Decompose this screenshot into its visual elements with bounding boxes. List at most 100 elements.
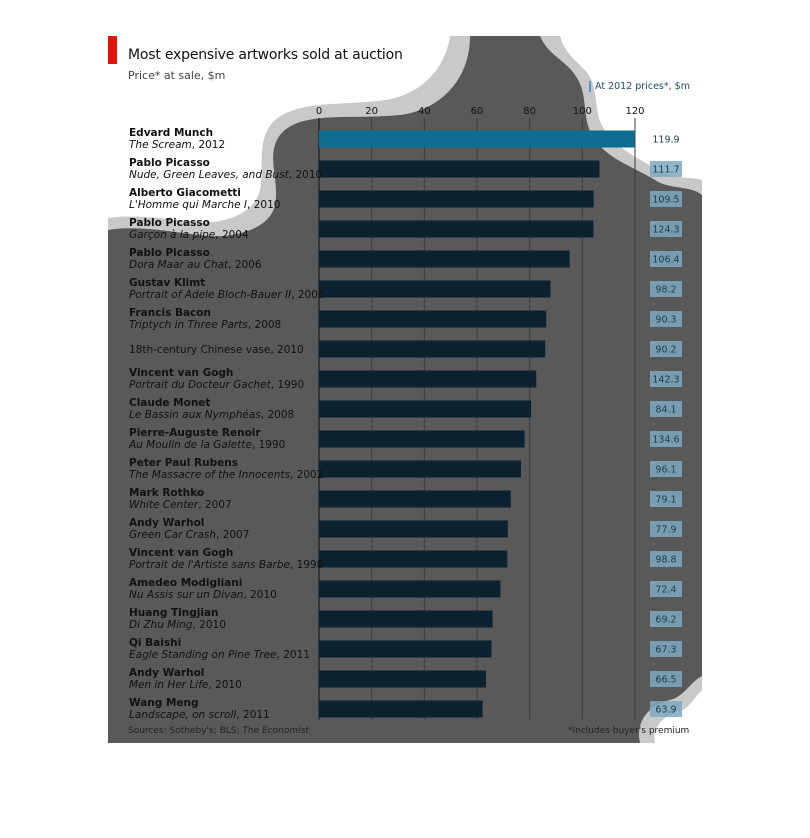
footnote: *Includes buyer's premium xyxy=(568,726,690,736)
artwork-label: Nu Assis sur un Divan, 2010 xyxy=(129,589,277,601)
artwork-title: Dora Maar au Chat xyxy=(129,259,229,271)
artwork-label: Garçon à la pipe, 2004 xyxy=(129,229,249,241)
artwork-title: 18th-century Chinese vase xyxy=(129,344,270,356)
artwork-label: Au Moulin de la Galette, 1990 xyxy=(128,439,285,451)
adjusted-box-13 xyxy=(650,491,682,507)
adjusted-value-label: 79.1 xyxy=(655,495,676,506)
adjusted-box-16 xyxy=(650,581,682,597)
artwork-label: 18th-century Chinese vase, 2010 xyxy=(129,344,304,356)
artist-name: Francis Bacon xyxy=(129,307,211,319)
artwork-year: 1990 xyxy=(277,379,304,391)
artwork-comma: , xyxy=(247,199,254,211)
artist-name: Andy Warhol xyxy=(129,517,204,529)
adjusted-value-label: 90.2 xyxy=(655,345,676,356)
bar-14 xyxy=(319,520,508,538)
adjusted-box-2 xyxy=(650,161,682,177)
bar-10 xyxy=(319,400,531,418)
artist-name: Huang Tingjian xyxy=(129,607,219,619)
artist-name: Peter Paul Rubens xyxy=(129,457,238,469)
artwork-title: L'Homme qui Marche I xyxy=(129,199,247,211)
artwork-title: Landscape, on scroll xyxy=(129,709,236,721)
artist-name: Pablo Picasso xyxy=(129,247,210,259)
artwork-title: Nude, Green Leaves, and Bust xyxy=(129,169,290,181)
x-tick-label: 60 xyxy=(471,106,484,117)
artwork-comma: , xyxy=(215,229,222,241)
artist-name: Gustav Klimt xyxy=(129,277,205,289)
bar-7 xyxy=(319,310,547,328)
artist-name: Alberto Giacometti xyxy=(129,187,241,199)
adjusted-box-10 xyxy=(650,401,682,417)
artwork-comma: , xyxy=(236,709,243,721)
adjusted-value-label: 63.9 xyxy=(655,705,676,716)
artwork-title: Portrait of Adele Bloch-Bauer II xyxy=(129,289,291,301)
artwork-year: 1998 xyxy=(297,559,324,571)
artwork-comma: , xyxy=(198,499,205,511)
artwork-year: 2007 xyxy=(205,499,232,511)
adjusted-value-label: 106.4 xyxy=(652,255,679,266)
bar-11 xyxy=(319,430,525,448)
adjusted-value-label: 98.2 xyxy=(655,285,676,296)
artwork-year: 2011 xyxy=(283,649,310,661)
artwork-comma: , xyxy=(271,379,278,391)
artwork-label: Triptych in Three Parts, 2008 xyxy=(129,319,281,331)
artwork-label: White Center, 2007 xyxy=(129,499,232,511)
artwork-comma: , xyxy=(208,679,215,691)
bar-2 xyxy=(319,160,600,178)
artwork-year: 2010 xyxy=(215,679,242,691)
adjusted-box-12 xyxy=(650,461,682,477)
bar-15 xyxy=(319,550,508,568)
artwork-label: Nude, Green Leaves, and Bust, 2010 xyxy=(129,169,322,181)
adjusted-box-4 xyxy=(650,221,682,237)
adjusted-value-label: 119.9 xyxy=(652,135,679,146)
bar-12 xyxy=(319,460,521,478)
artwork-comma: , xyxy=(192,139,199,151)
artist-name: Vincent van Gogh xyxy=(129,367,233,379)
adjusted-box-5 xyxy=(650,251,682,267)
artwork-comma: , xyxy=(252,439,259,451)
adjusted-price-header: At 2012 prices*, $m xyxy=(589,81,690,92)
artist-name: Wang Meng xyxy=(129,697,199,709)
bar-16 xyxy=(319,580,501,598)
artwork-year: 1990 xyxy=(259,439,286,451)
artwork-label: Landscape, on scroll, 2011 xyxy=(129,709,270,721)
artwork-label: Portrait de l'Artiste sans Barbe, 1998 xyxy=(129,559,323,571)
adjusted-box-17 xyxy=(650,611,682,627)
artwork-year: 2006 xyxy=(235,259,262,271)
artwork-title: The Scream xyxy=(129,139,192,151)
bar-17 xyxy=(319,610,493,628)
artwork-comma: , xyxy=(277,649,284,661)
adjusted-box-14 xyxy=(650,521,682,537)
bar-6 xyxy=(319,280,551,298)
adjusted-value-label: 124.3 xyxy=(652,225,679,236)
adjusted-box-3 xyxy=(650,191,682,207)
artwork-year: 2010 xyxy=(250,589,277,601)
sources-publication: The Economist xyxy=(242,726,309,736)
bar-5 xyxy=(319,250,570,268)
artist-name: Mark Rothko xyxy=(129,487,204,499)
artwork-title: Triptych in Three Parts xyxy=(129,319,248,331)
artwork-label: Le Bassin aux Nymphéas, 2008 xyxy=(129,409,294,421)
artwork-label: The Scream, 2012 xyxy=(129,139,225,151)
adjusted-box-7 xyxy=(650,311,682,327)
adjusted-box-8 xyxy=(650,341,682,357)
x-tick-label: 120 xyxy=(625,106,644,117)
artwork-label: Dora Maar au Chat, 2006 xyxy=(129,259,262,271)
artwork-comma: , xyxy=(270,344,277,356)
adjusted-box-9 xyxy=(650,371,682,387)
artist-name: Amedeo Modigliani xyxy=(129,577,242,589)
x-tick-label: 100 xyxy=(573,106,592,117)
artwork-comma: , xyxy=(290,559,297,571)
adjusted-value-label: 90.3 xyxy=(655,315,676,326)
artwork-title: Portrait de l'Artiste sans Barbe xyxy=(129,559,290,571)
bar-19 xyxy=(319,670,486,688)
artwork-comma: , xyxy=(248,319,255,331)
x-tick-label: 40 xyxy=(418,106,431,117)
artwork-label: Eagle Standing on Pine Tree, 2011 xyxy=(129,649,310,661)
artwork-comma: , xyxy=(243,589,250,601)
artwork-title: Garçon à la pipe xyxy=(129,229,215,241)
artwork-year: 2004 xyxy=(222,229,249,241)
adjusted-value-label: 72.4 xyxy=(655,585,676,596)
adjusted-box-15 xyxy=(650,551,682,567)
adjusted-value-label: 134.6 xyxy=(652,435,679,446)
artist-name: Pablo Picasso xyxy=(129,217,210,229)
